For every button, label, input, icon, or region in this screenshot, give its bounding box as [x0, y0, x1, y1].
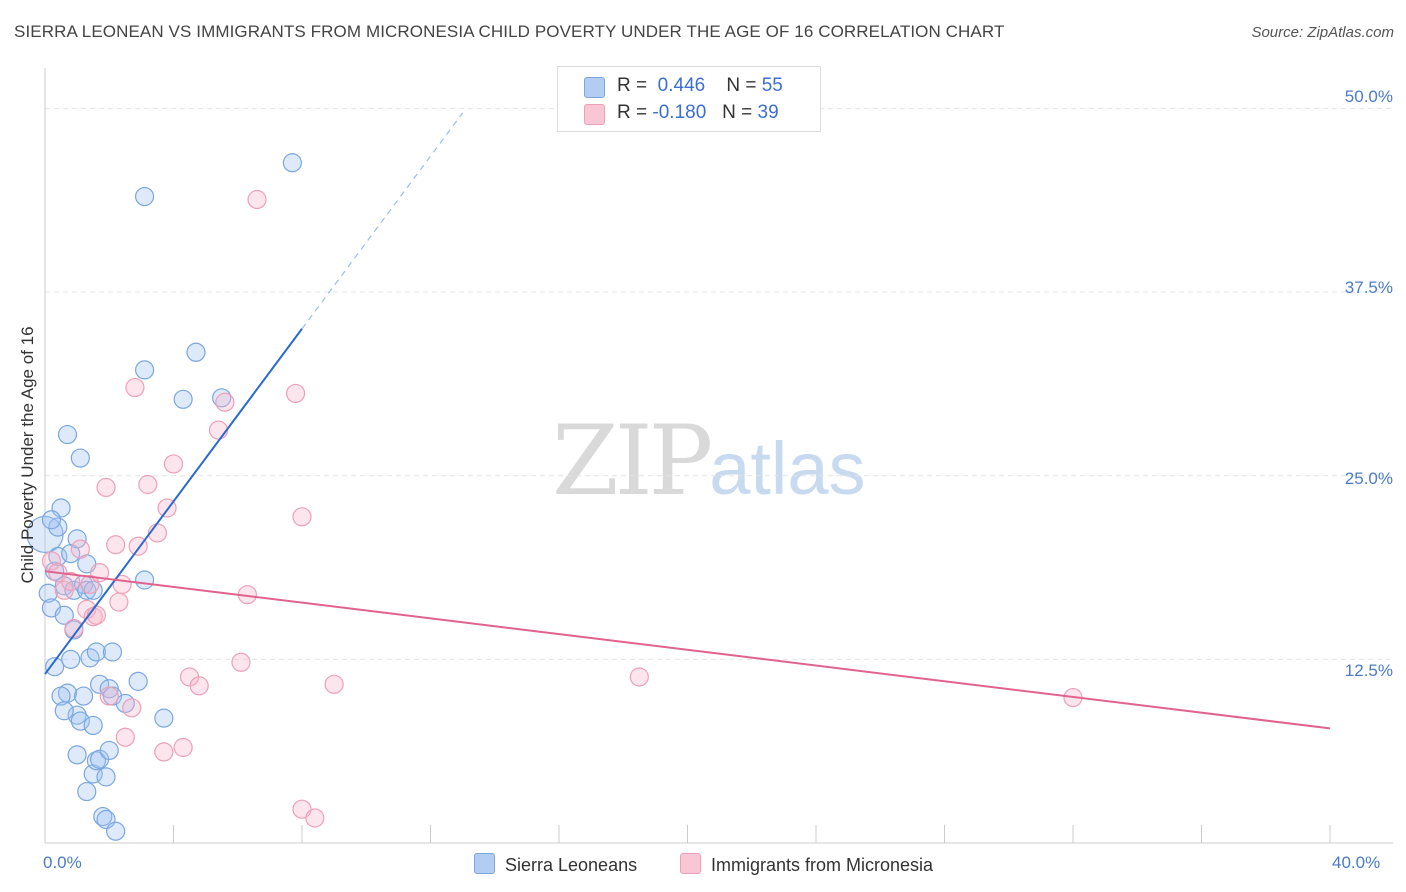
- sierra-leonean-point: [41, 510, 62, 530]
- chart-source: Source: ZipAtlas.com: [1251, 24, 1394, 41]
- sierra-leonean-point: [96, 767, 116, 787]
- legend-r-label: R =: [617, 102, 648, 123]
- sierra-leonean-point: [93, 806, 113, 827]
- legend-r-label: R =: [617, 75, 648, 96]
- sierra-leonean-point: [86, 642, 107, 662]
- micronesia-point: [208, 420, 229, 440]
- x-tick-label: 40.0%: [1332, 853, 1381, 872]
- micronesia-point: [189, 676, 209, 696]
- micronesia-point: [247, 189, 267, 210]
- legend-swatch-pink: [680, 853, 701, 874]
- sierra-leonean-point: [67, 745, 87, 765]
- sierra-leonean-point: [48, 517, 68, 537]
- sierra-leonean-trend-line: [44, 328, 303, 675]
- legend-swatch-blue: [474, 853, 495, 874]
- sierra-leonean-point: [77, 580, 97, 600]
- sierra-leonean-point: [83, 580, 103, 600]
- sierra-leonean-point: [73, 686, 94, 706]
- sierra-leonean-point: [134, 570, 155, 590]
- series-name: Immigrants from Micronesia: [711, 855, 934, 875]
- micronesia-point: [173, 737, 193, 758]
- micronesia-point: [292, 507, 312, 527]
- legend-n-value: 39: [757, 102, 779, 123]
- watermark-atlas: atlas: [709, 427, 866, 510]
- legend-r-value: -0.180: [652, 102, 707, 123]
- micronesia-point: [122, 698, 142, 718]
- watermark-zip: ZIP: [552, 405, 713, 517]
- y-tick-label: 12.5%: [1344, 661, 1393, 680]
- sierra-leonean-point: [128, 671, 148, 691]
- y-tick-label: 25.0%: [1344, 469, 1393, 488]
- legend-swatch-pink: [584, 104, 605, 125]
- sierra-leonean-point: [67, 705, 87, 725]
- micronesia-point: [109, 592, 129, 612]
- sierra-leonean-point: [186, 342, 206, 362]
- micronesia-point: [629, 667, 649, 687]
- micronesia-point: [70, 539, 90, 559]
- micronesia-point: [285, 383, 306, 404]
- sierra-leonean-point: [134, 360, 155, 380]
- micronesia-point: [41, 551, 62, 571]
- micronesia-point: [96, 477, 116, 498]
- sierra-leonean-point: [61, 649, 81, 669]
- micronesia-point: [99, 686, 119, 706]
- micronesia-point: [61, 571, 81, 592]
- sierra-leonean-point: [57, 424, 78, 445]
- legend-r-value: 0.446: [657, 75, 706, 96]
- sierra-leonean-point: [134, 186, 155, 207]
- legend-n-label: N =: [722, 102, 753, 123]
- micronesia-point: [86, 605, 107, 625]
- micronesia-point: [106, 535, 126, 555]
- legend-n-label: N =: [726, 75, 757, 96]
- sierra-leonean-point: [38, 583, 58, 603]
- micronesia-point: [305, 808, 325, 828]
- sierra-leonean-point: [54, 701, 74, 721]
- watermark: ZIPatlas: [552, 405, 866, 517]
- sierra-leonean-point: [282, 153, 302, 173]
- y-tick-label: 37.5%: [1344, 278, 1393, 297]
- micronesia-point: [215, 392, 235, 412]
- sierra-leonean-point: [54, 605, 74, 625]
- y-axis-label: Child Poverty Under the Age of 16: [18, 326, 37, 584]
- micronesia-point: [115, 727, 135, 747]
- series-legend-sierra-leoneans: Sierra Leoneans: [474, 853, 637, 876]
- micronesia-point: [231, 652, 251, 672]
- chart-title: SIERRA LEONEAN VS IMMIGRANTS FROM MICRON…: [14, 22, 1005, 41]
- sierra-leonean-point: [67, 529, 87, 549]
- sierra-leonean-point: [77, 781, 97, 802]
- micronesia-point: [324, 674, 344, 694]
- sierra-leonean-trend-extension: [301, 112, 464, 330]
- micronesia-point: [154, 742, 174, 762]
- y-tick-label: 50.0%: [1344, 87, 1393, 106]
- micronesia-point: [163, 454, 184, 474]
- sierra-leonean-point: [70, 711, 90, 731]
- series-legend-micronesia: Immigrants from Micronesia: [680, 853, 933, 876]
- x-tick-label: 0.0%: [43, 853, 82, 872]
- legend-swatch-blue: [584, 77, 605, 98]
- micronesia-point: [125, 377, 145, 398]
- sierra-leonean-point: [51, 686, 71, 706]
- legend-n-value: 55: [761, 75, 783, 96]
- sierra-leonean-point: [106, 821, 126, 841]
- sierra-leonean-point: [173, 389, 193, 409]
- sierra-leonean-point: [86, 751, 107, 771]
- sierra-leonean-point: [154, 708, 174, 728]
- micronesia-trend-line: [44, 570, 1331, 730]
- sierra-leonean-point: [99, 740, 119, 761]
- series-name: Sierra Leoneans: [505, 855, 638, 875]
- sierra-leonean-point: [83, 715, 103, 736]
- sierra-leonean-point: [45, 657, 65, 677]
- correlation-legend: R = 0.446 N = 55 R = -0.180 N = 39: [557, 66, 821, 132]
- sierra-leonean-point: [102, 642, 123, 662]
- micronesia-point: [138, 474, 158, 495]
- micronesia-point: [64, 618, 84, 639]
- sierra-leonean-point: [70, 448, 90, 468]
